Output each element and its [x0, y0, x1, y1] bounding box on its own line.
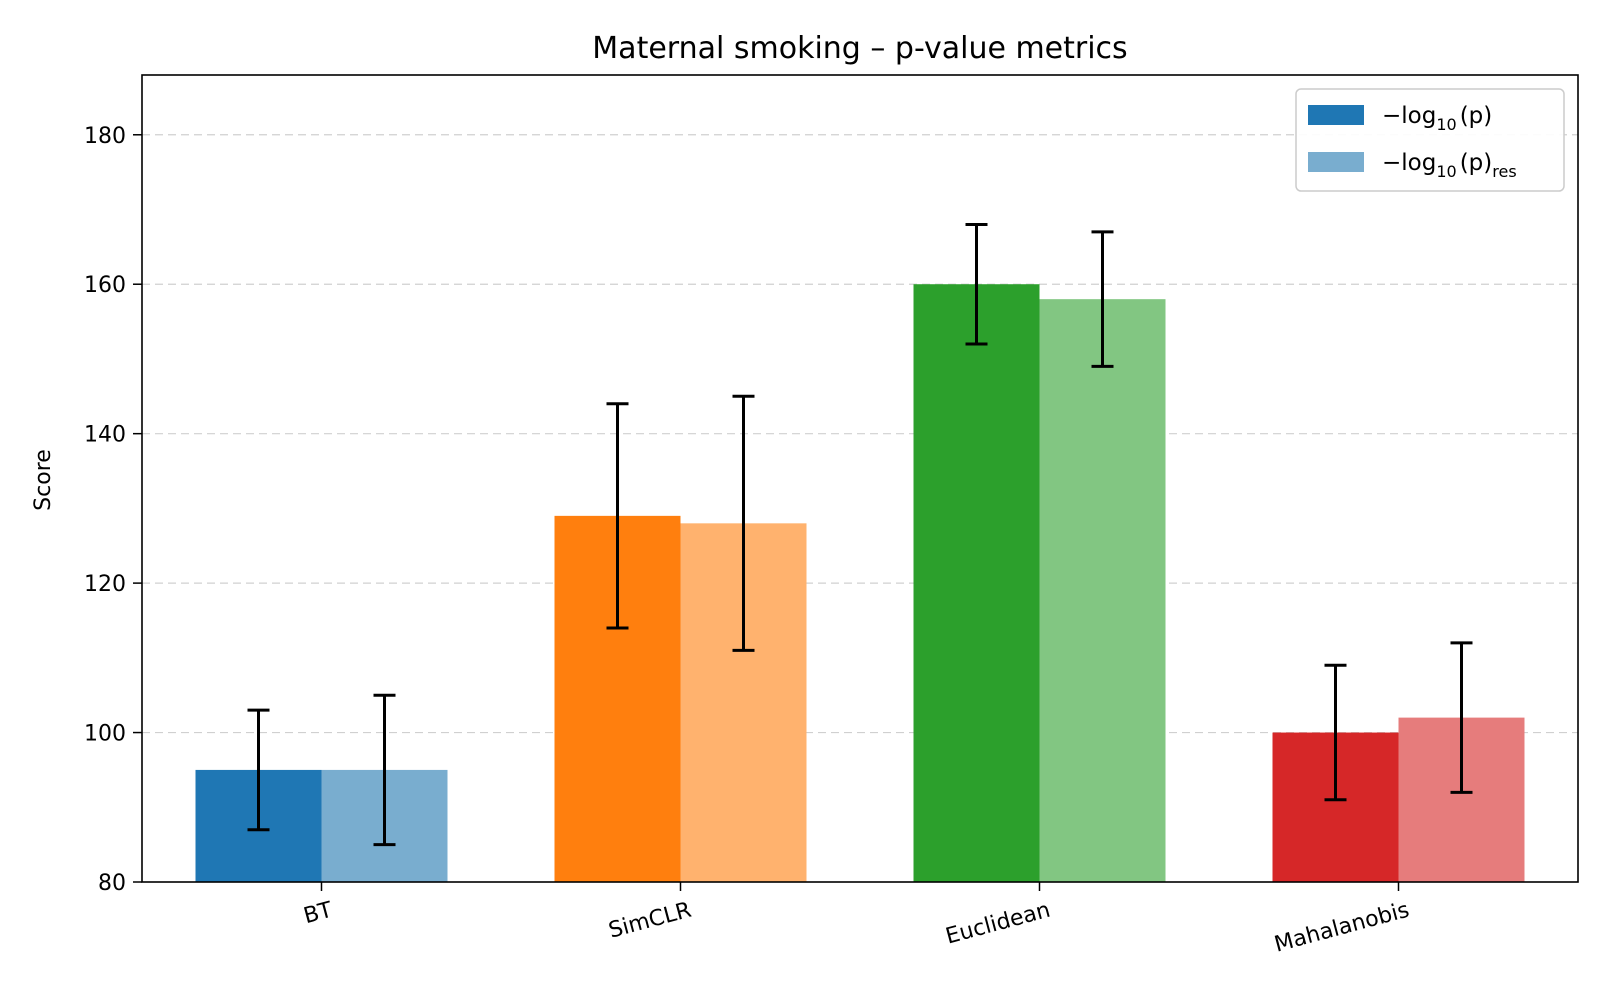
legend-label-1: −log10 (p) [1382, 103, 1492, 134]
error-bar-bt-series-2 [373, 693, 396, 847]
legend-swatch-2 [1308, 152, 1364, 172]
y-tick-label: 140 [84, 423, 126, 448]
x-tick-label-mahalanobis: Mahalanobis [1272, 898, 1412, 958]
bar-euclidean-series-2 [1039, 299, 1166, 883]
error-bar-mahalanobis-series-1 [1324, 663, 1347, 802]
x-tick-label-euclidean: Euclidean [943, 898, 1053, 950]
legend-swatch-1 [1308, 105, 1364, 125]
y-axis-label: Score [31, 449, 56, 511]
error-bar-bt-series-1 [247, 708, 270, 832]
x-tick-label-bt: BT [301, 898, 336, 930]
y-tick-label: 180 [84, 124, 126, 149]
error-bars [247, 222, 1473, 847]
bar-euclidean-series-1 [913, 284, 1040, 882]
legend: −log10 (p) −log10 (p)res [1295, 88, 1565, 192]
y-tick-label: 120 [84, 572, 126, 597]
error-bar-mahalanobis-series-2 [1450, 641, 1473, 794]
y-tick-label: 80 [98, 871, 126, 896]
grid-lines [142, 134, 1578, 734]
legend-label-2: −log10 (p)res [1382, 150, 1517, 181]
error-bar-euclidean-series-2 [1091, 230, 1114, 368]
error-bar-euclidean-series-1 [965, 222, 988, 346]
error-bar-simclr-series-1 [606, 402, 629, 630]
y-tick-label: 160 [84, 273, 126, 298]
error-bar-simclr-series-2 [732, 394, 755, 652]
plot-frame [141, 74, 1579, 883]
x-tick-label-simclr: SimCLR [606, 898, 694, 944]
chart-title: Maternal smoking – p-value metrics [592, 31, 1127, 66]
y-tick-label: 100 [84, 722, 126, 747]
bars [195, 284, 1525, 883]
